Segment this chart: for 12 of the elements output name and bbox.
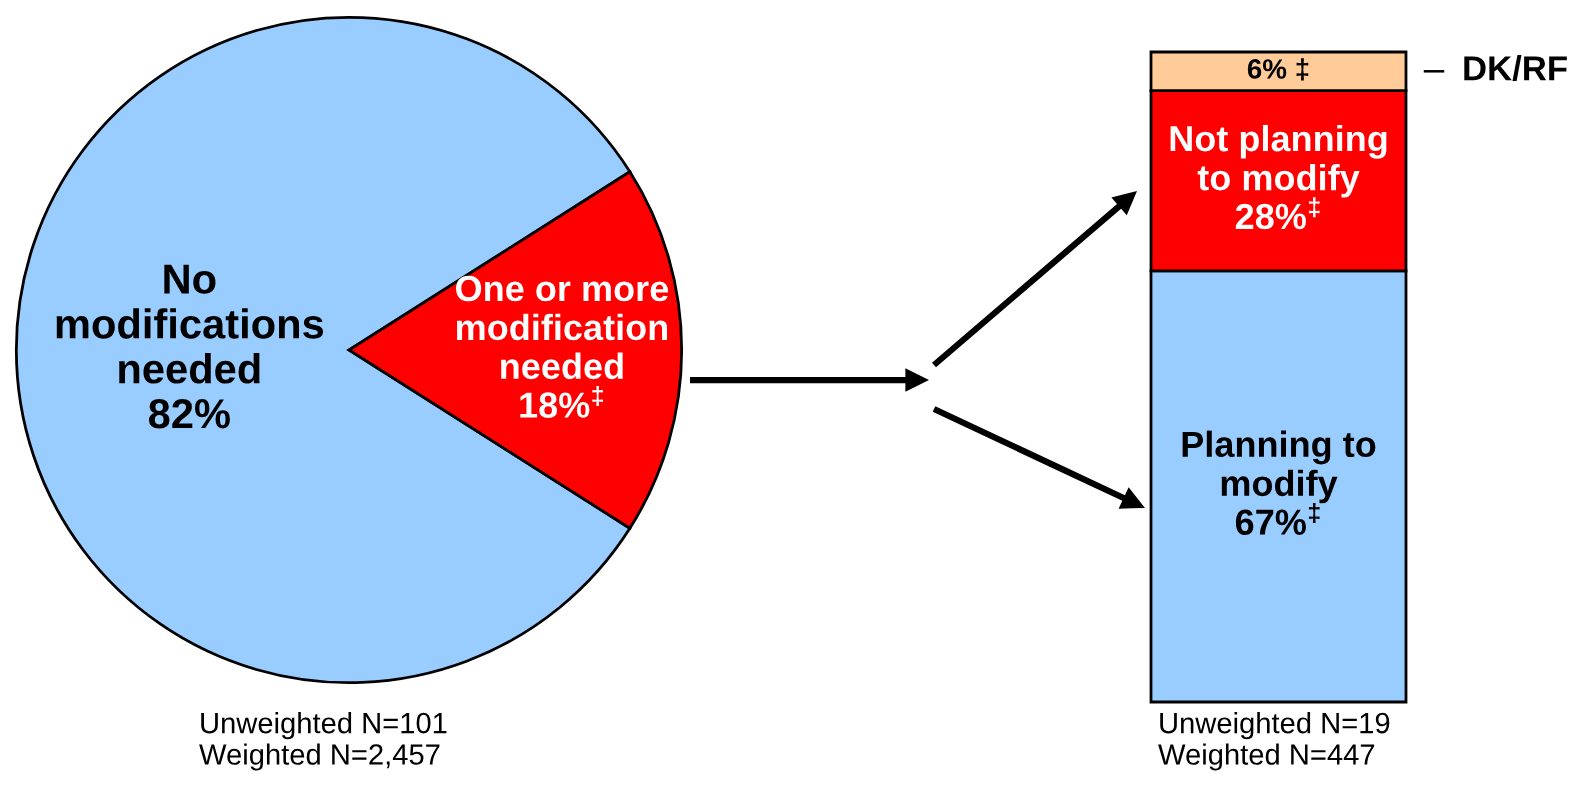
data-label: 82% [148, 399, 230, 429]
data-label: 6% ‡ [1247, 58, 1309, 81]
data-label: 28%$^{‡}$ [1235, 197, 1320, 230]
text: Unweighted N=19 Weighted N=447 [1158, 712, 1390, 771]
slice-label: No modifications needed [56, 264, 324, 384]
legend-label: DK/RF [1464, 55, 1567, 81]
series-label: Planning to modify [1182, 430, 1376, 504]
series-label: Not planning to modify [1170, 124, 1387, 198]
text: Unweighted N=101 Weighted N=2,457 [199, 712, 447, 771]
data-label: 18%$^{‡}$ [520, 385, 604, 418]
slice-label: One or more modification needed [456, 275, 669, 380]
data-label: 67%$^{‡}$ [1235, 502, 1320, 535]
